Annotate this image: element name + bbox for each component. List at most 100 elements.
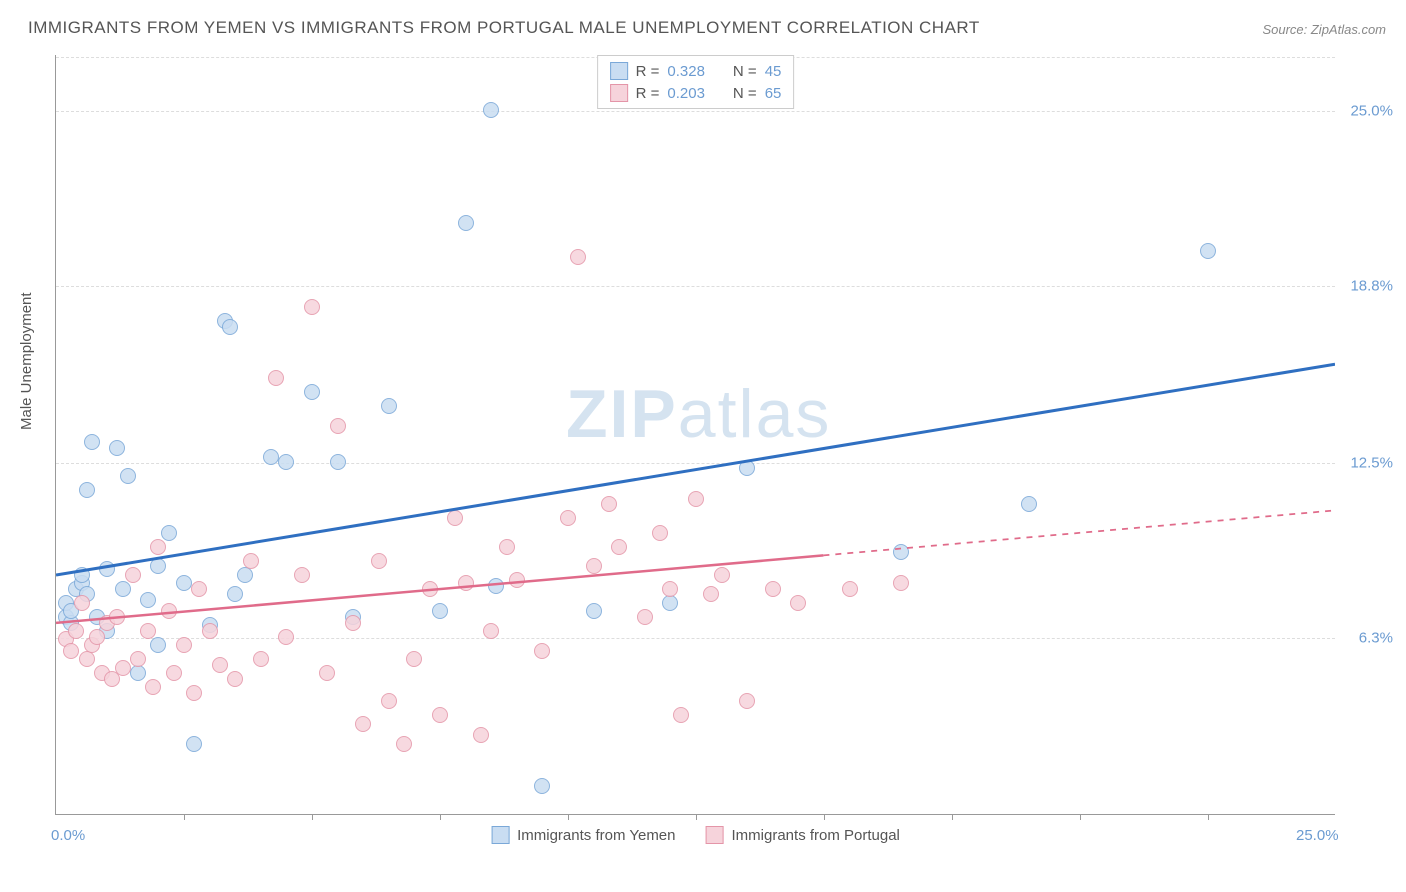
legend-series: Immigrants from Yemen Immigrants from Po… (491, 826, 900, 844)
data-point (432, 603, 448, 619)
legend-row-yemen: R = 0.328 N = 45 (610, 60, 782, 82)
data-point (483, 623, 499, 639)
data-point (115, 581, 131, 597)
data-point (74, 567, 90, 583)
r-value-portugal: 0.203 (667, 85, 705, 102)
data-point (422, 581, 438, 597)
data-point (499, 539, 515, 555)
gridline (56, 638, 1335, 639)
x-minor-tick (440, 814, 441, 820)
r-label: R = (636, 63, 660, 80)
data-point (1200, 243, 1216, 259)
series-label-portugal: Immigrants from Portugal (732, 827, 900, 844)
data-point (99, 561, 115, 577)
y-tick-label: 12.5% (1350, 455, 1393, 472)
data-point (739, 693, 755, 709)
r-label: R = (636, 85, 660, 102)
data-point (212, 657, 228, 673)
watermark-suffix: atlas (678, 376, 832, 452)
x-minor-tick (696, 814, 697, 820)
watermark: ZIPatlas (566, 375, 831, 453)
data-point (611, 539, 627, 555)
data-point (176, 637, 192, 653)
data-point (396, 736, 412, 752)
data-point (586, 558, 602, 574)
data-point (222, 319, 238, 335)
legend-item-yemen: Immigrants from Yemen (491, 826, 675, 844)
data-point (140, 623, 156, 639)
data-point (79, 651, 95, 667)
legend-row-portugal: R = 0.203 N = 65 (610, 82, 782, 104)
data-point (79, 482, 95, 498)
data-point (166, 665, 182, 681)
data-point (345, 615, 361, 631)
data-point (330, 418, 346, 434)
chart-plot-area: ZIPatlas 6.3%12.5%18.8%25.0% R = 0.328 N… (55, 55, 1335, 815)
data-point (253, 651, 269, 667)
data-point (74, 595, 90, 611)
data-point (237, 567, 253, 583)
data-point (432, 707, 448, 723)
data-point (268, 370, 284, 386)
data-point (263, 449, 279, 465)
n-label: N = (733, 63, 757, 80)
data-point (765, 581, 781, 597)
data-point (227, 586, 243, 602)
swatch-yemen (491, 826, 509, 844)
source-label: Source: ZipAtlas.com (1262, 22, 1386, 37)
data-point (202, 623, 218, 639)
x-minor-tick (824, 814, 825, 820)
data-point (89, 629, 105, 645)
data-point (191, 581, 207, 597)
y-tick-label: 18.8% (1350, 277, 1393, 294)
data-point (534, 778, 550, 794)
data-point (161, 525, 177, 541)
data-point (294, 567, 310, 583)
series-label-yemen: Immigrants from Yemen (517, 827, 675, 844)
data-point (381, 693, 397, 709)
gridline (56, 111, 1335, 112)
data-point (652, 525, 668, 541)
data-point (534, 643, 550, 659)
data-point (673, 707, 689, 723)
data-point (483, 102, 499, 118)
n-label: N = (733, 85, 757, 102)
legend-item-portugal: Immigrants from Portugal (706, 826, 900, 844)
data-point (125, 567, 141, 583)
x-minor-tick (312, 814, 313, 820)
x-minor-tick (568, 814, 569, 820)
trend-line (56, 364, 1335, 575)
y-axis-label: Male Unemployment (18, 292, 35, 430)
data-point (355, 716, 371, 732)
legend-correlation-box: R = 0.328 N = 45 R = 0.203 N = 65 (597, 55, 795, 109)
data-point (278, 629, 294, 645)
n-value-yemen: 45 (765, 63, 782, 80)
data-point (842, 581, 858, 597)
x-minor-tick (1208, 814, 1209, 820)
swatch-portugal (706, 826, 724, 844)
data-point (601, 496, 617, 512)
data-point (637, 609, 653, 625)
data-point (473, 727, 489, 743)
data-point (278, 454, 294, 470)
data-point (586, 603, 602, 619)
data-point (115, 660, 131, 676)
data-point (703, 586, 719, 602)
data-point (790, 595, 806, 611)
data-point (381, 398, 397, 414)
data-point (145, 679, 161, 695)
data-point (243, 553, 259, 569)
data-point (186, 685, 202, 701)
data-point (84, 434, 100, 450)
data-point (150, 558, 166, 574)
trendlines-svg (56, 55, 1335, 814)
data-point (458, 215, 474, 231)
data-point (406, 651, 422, 667)
data-point (739, 460, 755, 476)
data-point (488, 578, 504, 594)
chart-title: IMMIGRANTS FROM YEMEN VS IMMIGRANTS FROM… (28, 18, 980, 38)
data-point (176, 575, 192, 591)
n-value-portugal: 65 (765, 85, 782, 102)
x-tick-label: 0.0% (51, 827, 85, 844)
data-point (560, 510, 576, 526)
